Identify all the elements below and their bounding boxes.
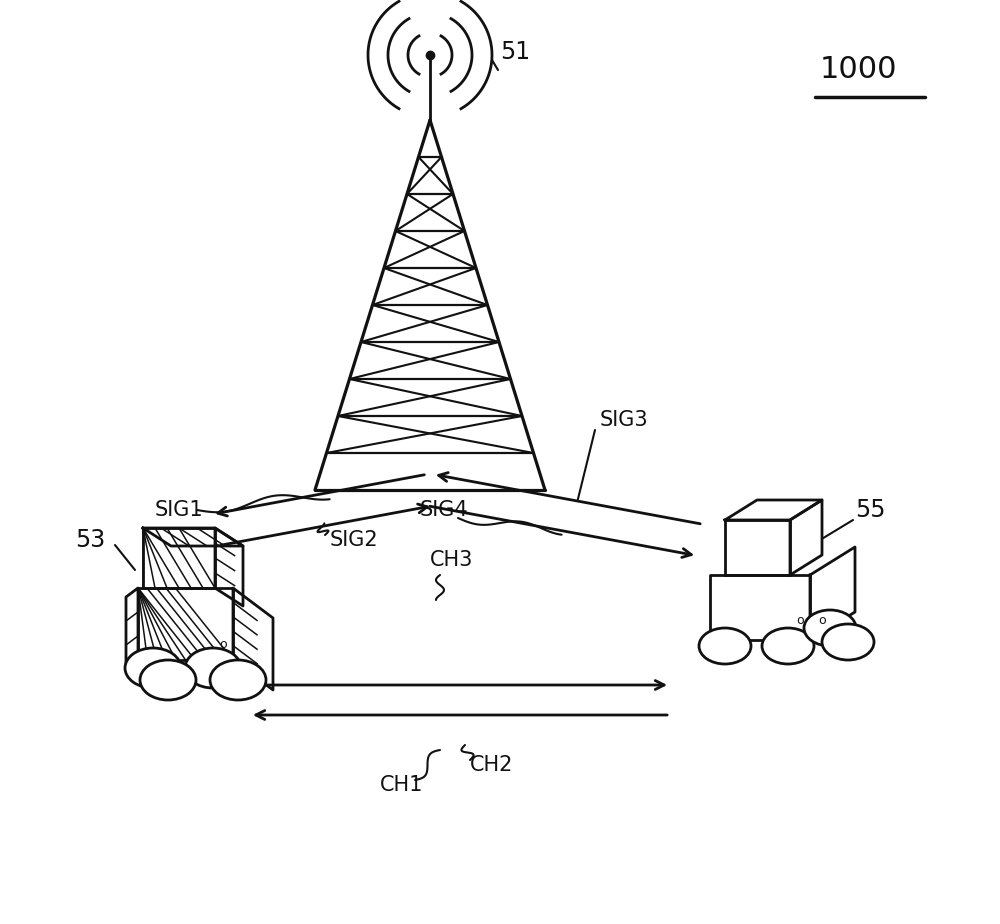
Text: 55: 55 <box>855 498 886 522</box>
Text: 1000: 1000 <box>820 55 898 84</box>
Text: SIG2: SIG2 <box>330 530 379 550</box>
Ellipse shape <box>804 610 856 646</box>
Polygon shape <box>725 520 790 575</box>
Polygon shape <box>143 528 243 546</box>
Polygon shape <box>233 588 273 690</box>
Polygon shape <box>810 547 855 640</box>
Ellipse shape <box>699 628 751 664</box>
Text: CH1: CH1 <box>380 775 423 795</box>
Text: o: o <box>796 614 804 626</box>
Polygon shape <box>126 588 138 669</box>
Polygon shape <box>790 500 822 575</box>
Text: SIG4: SIG4 <box>420 500 469 520</box>
Text: SIG3: SIG3 <box>600 410 649 430</box>
Text: o: o <box>818 614 826 626</box>
Text: CH2: CH2 <box>470 755 513 775</box>
Text: o: o <box>219 638 227 651</box>
Text: 51: 51 <box>500 40 530 64</box>
Text: SIG1: SIG1 <box>155 500 204 520</box>
Ellipse shape <box>822 624 874 660</box>
Text: 53: 53 <box>75 528 105 552</box>
Ellipse shape <box>185 648 241 688</box>
Polygon shape <box>710 575 810 640</box>
Polygon shape <box>215 528 243 606</box>
Ellipse shape <box>125 648 181 688</box>
Polygon shape <box>143 528 215 588</box>
Polygon shape <box>725 500 822 520</box>
Ellipse shape <box>210 660 266 700</box>
Polygon shape <box>138 588 233 660</box>
Text: CH3: CH3 <box>430 550 473 570</box>
Ellipse shape <box>140 660 196 700</box>
Ellipse shape <box>762 628 814 664</box>
